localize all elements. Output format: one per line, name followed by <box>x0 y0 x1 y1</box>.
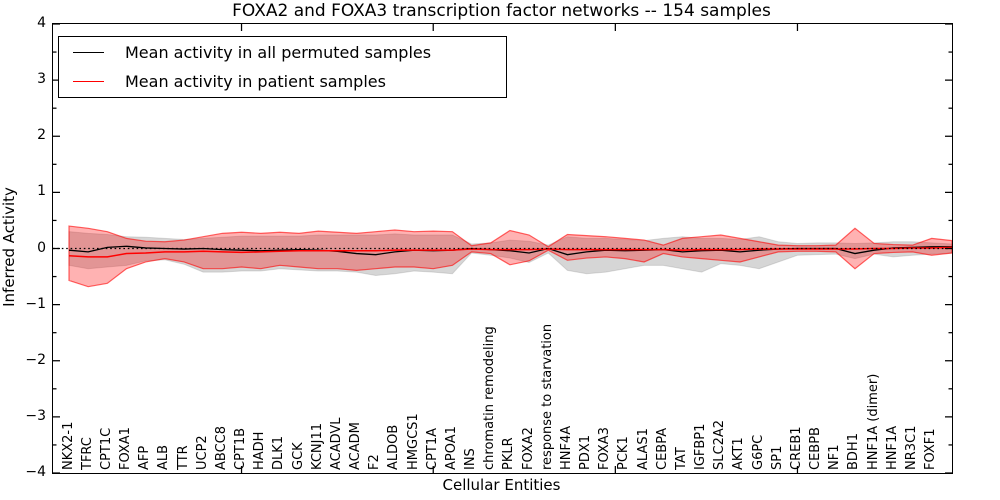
x-category-label: SP1 <box>769 445 785 470</box>
x-category-label: NKX2-1 <box>60 421 76 470</box>
x-category-label: CPT1C <box>98 427 114 470</box>
x-category-label: CPT1B <box>233 427 249 470</box>
legend-line-sample-red <box>73 80 104 82</box>
y-tick-label: −1 <box>25 295 46 312</box>
x-category-label: HMGCS1 <box>405 413 421 470</box>
x-category-label: TAT <box>673 447 689 470</box>
x-category-label: CEBPA <box>654 427 670 470</box>
x-category-label: FOXA1 <box>118 427 133 470</box>
x-category-label: ALAS1 <box>635 428 651 470</box>
y-tick-label: 4 <box>37 15 46 31</box>
x-category-label: IGFBP1 <box>693 423 709 470</box>
x-category-label: FOXA2 <box>520 427 536 470</box>
legend-line-sample-black <box>73 52 104 54</box>
x-category-label: HNF4A <box>558 425 574 470</box>
y-tick-label: 1 <box>37 183 46 200</box>
x-category-label: SLC2A2 <box>712 419 728 470</box>
x-category-label: HNF1A (dimer) <box>865 373 881 470</box>
plot-frame <box>52 23 953 474</box>
x-category-label: CEBPB <box>808 427 824 470</box>
y-tick-label: −2 <box>25 351 46 368</box>
legend-label: Mean activity in all permuted samples <box>125 43 432 63</box>
legend-item-patient: Mean activity in patient samples <box>59 68 506 94</box>
x-category-label: PCK1 <box>616 436 632 470</box>
patient-mean-line <box>68 246 952 258</box>
x-category-label: ALDOB <box>386 424 402 470</box>
x-category-label: ALB <box>156 444 172 470</box>
y-tick-label: 2 <box>37 127 46 144</box>
x-category-label: F2 <box>367 454 383 470</box>
y-tick-label: −3 <box>25 407 46 424</box>
permuted-range-band <box>68 231 952 276</box>
x-category-label: GCK <box>290 442 306 470</box>
x-category-label: ABCC8 <box>213 425 229 470</box>
x-category-label: NR3C1 <box>903 425 919 470</box>
x-category-label: AKT1 <box>731 437 747 470</box>
x-category-label: INS <box>463 448 479 470</box>
chart-title: FOXA2 and FOXA3 transcription factor net… <box>232 1 771 21</box>
x-category-label: CREB1 <box>788 426 804 470</box>
x-category-label: TTR <box>175 445 191 470</box>
x-category-label: BDH1 <box>846 433 862 470</box>
x-category-label: CPT1A <box>424 427 440 470</box>
x-category-label: UCP2 <box>194 435 210 470</box>
x-category-label: NF1 <box>827 444 843 470</box>
x-category-label: APOA1 <box>443 426 459 470</box>
legend-label: Mean activity in patient samples <box>125 71 386 91</box>
y-tick-label: −4 <box>25 464 46 480</box>
y-tick-label: 0 <box>37 239 46 256</box>
x-category-label: ACADVL <box>328 417 344 470</box>
patient-range-band <box>68 225 952 288</box>
x-category-label: DLK1 <box>271 435 287 470</box>
x-axis-label: Cellular Entities <box>442 476 561 494</box>
legend: Mean activity in all permuted samples Me… <box>58 36 507 98</box>
x-category-label: chromatin remodeling <box>482 326 498 470</box>
x-category-label: response to starvation <box>539 323 555 470</box>
y-tick-label: 3 <box>37 71 46 88</box>
x-category-label: HNF1A <box>884 425 900 470</box>
x-category-label: ACADM <box>348 422 364 470</box>
x-category-label: FOXA3 <box>597 427 613 470</box>
legend-item-permuted: Mean activity in all permuted samples <box>59 40 506 66</box>
x-category-label: KCNJ11 <box>309 423 325 470</box>
x-category-label: HADH <box>252 431 268 470</box>
x-category-label: AFP <box>137 445 153 470</box>
x-category-label: G6PC <box>750 434 766 470</box>
plot-area <box>53 24 952 473</box>
x-category-label: FOXF1 <box>923 428 939 470</box>
x-category-label: PDX1 <box>578 434 594 470</box>
x-category-label: PKLR <box>501 437 517 470</box>
x-category-label: TFRC <box>79 437 95 470</box>
